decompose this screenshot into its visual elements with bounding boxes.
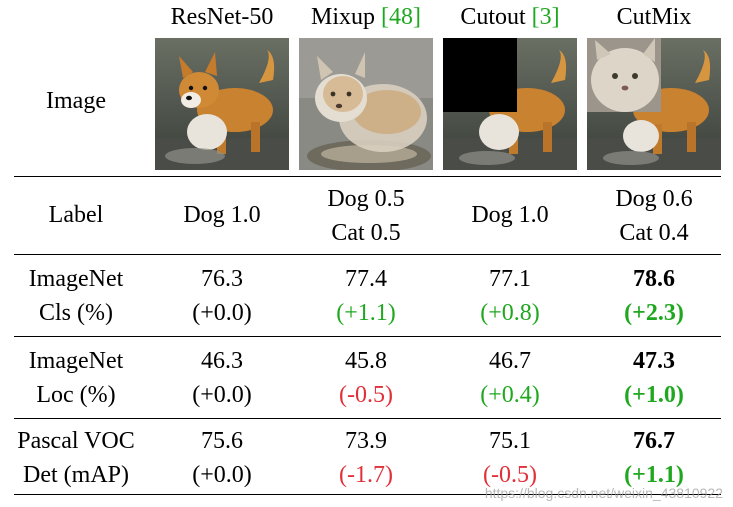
label-cell-resnet: Dog 1.0 [183, 202, 261, 228]
cls-cell-cutmix: 78.6 (+2.3) [624, 266, 684, 326]
header-mixup: Mixup [48] [311, 4, 421, 30]
table-rule [14, 418, 721, 419]
label-cell-cutmix: Dog 0.6 Cat 0.4 [615, 186, 693, 246]
row-label-label: Label [48, 202, 104, 228]
loc-cell-resnet: 46.3 (+0.0) [192, 348, 252, 408]
cls-cell-cutout: 77.1 (+0.8) [480, 266, 540, 326]
row-label-loc: ImageNet Loc (%) [28, 348, 124, 408]
image-dog [155, 38, 289, 170]
label-cell-cutout: Dog 1.0 [471, 202, 549, 228]
table-rule [14, 494, 721, 495]
image-cutmix [587, 38, 721, 170]
loc-cell-cutout: 46.7 (+0.4) [480, 348, 540, 408]
citation-link[interactable]: [3] [531, 4, 560, 30]
cls-cell-resnet: 76.3 (+0.0) [192, 266, 252, 326]
row-label-cls: ImageNet Cls (%) [28, 266, 124, 326]
citation-link[interactable]: [48] [381, 4, 421, 30]
det-cell-cutout: 75.1 (-0.5) [483, 428, 537, 488]
header-cutmix: CutMix [616, 4, 692, 30]
watermark: https://blog.csdn.net/weixin_43810922 [484, 485, 723, 501]
label-cell-mixup: Dog 0.5 Cat 0.5 [327, 186, 405, 246]
cls-cell-mixup: 77.4 (+1.1) [336, 266, 396, 326]
det-cell-cutmix: 76.7 (+1.1) [624, 428, 684, 488]
det-cell-mixup: 73.9 (-1.7) [339, 428, 393, 488]
header-resnet50: ResNet-50 [170, 4, 274, 30]
row-label-det: Pascal VOC Det (mAP) [17, 428, 135, 488]
det-cell-resnet: 75.6 (+0.0) [192, 428, 252, 488]
image-cutout [443, 38, 577, 170]
image-mixup [299, 38, 433, 170]
header-cutout: Cutout [3] [460, 4, 560, 30]
loc-cell-cutmix: 47.3 (+1.0) [624, 348, 684, 408]
loc-cell-mixup: 45.8 (-0.5) [339, 348, 393, 408]
table-rule [14, 336, 721, 337]
table-rule [14, 176, 721, 177]
row-label-image: Image [46, 88, 106, 114]
table-rule [14, 254, 721, 255]
